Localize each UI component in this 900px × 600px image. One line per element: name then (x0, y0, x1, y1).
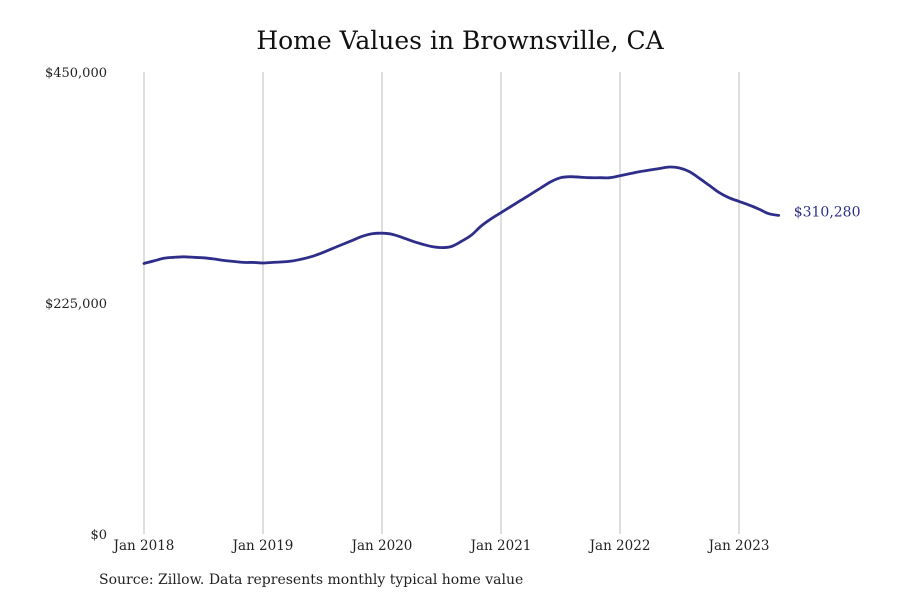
series-line-home-value (142, 165, 781, 265)
x-tick-label: Jan 2019 (231, 538, 294, 554)
y-tick-label: $0 (90, 528, 107, 543)
x-tick-label: Jan 2021 (469, 538, 532, 554)
x-tick-label: Jan 2018 (112, 538, 175, 554)
y-tick-label: $225,000 (45, 297, 107, 312)
y-tick-label: $450,000 (45, 66, 107, 81)
x-tick-label: Jan 2023 (707, 538, 770, 554)
y-axis-ticks: $0 $225,000 $450,000 (45, 66, 107, 543)
x-tick-label: Jan 2020 (350, 538, 413, 554)
end-value-label: $310,280 (794, 204, 861, 220)
source-note: Source: Zillow. Data represents monthly … (99, 572, 524, 588)
x-axis-ticks: Jan 2018 Jan 2019 Jan 2020 Jan 2021 Jan 2022… (112, 538, 770, 554)
x-tick-label: Jan 2022 (588, 538, 651, 554)
series-group: $310,280 (142, 165, 861, 265)
chart-title: Home Values in Brownsville, CA (256, 26, 664, 55)
gridlines (143, 72, 740, 534)
